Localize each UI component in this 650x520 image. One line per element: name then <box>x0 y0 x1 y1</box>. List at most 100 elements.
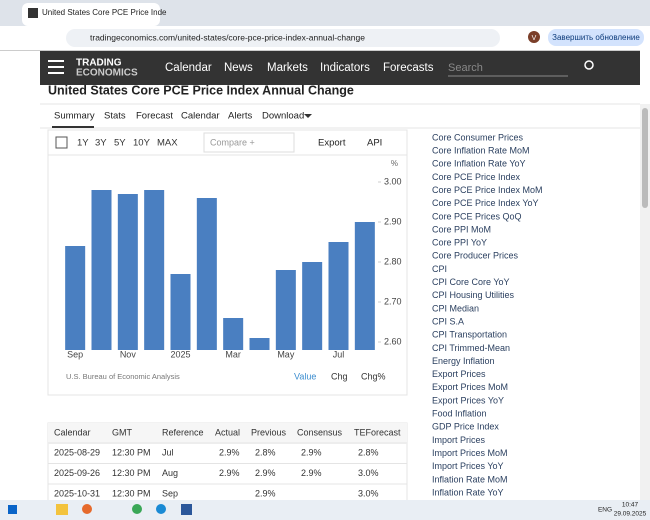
search-input[interactable]: Search <box>448 62 483 74</box>
dropdown-caret <box>304 114 312 118</box>
scrollbar[interactable] <box>640 104 650 500</box>
app-icon[interactable] <box>181 504 192 515</box>
sidebar-link[interactable]: GDP Price Index <box>432 422 499 432</box>
active-tab[interactable] <box>22 3 160 26</box>
table-header: Calendar <box>54 427 91 437</box>
range-button[interactable]: 1Y <box>77 138 89 149</box>
sidebar-link[interactable]: Inflation Rate YoY <box>432 487 504 497</box>
unit-label: % <box>391 159 398 168</box>
address-bar[interactable] <box>66 29 500 47</box>
compare-box[interactable] <box>203 132 295 153</box>
sidebar-link[interactable]: Core Producer Prices <box>432 251 519 261</box>
app-icon[interactable] <box>82 504 92 514</box>
start-icon[interactable] <box>8 505 17 514</box>
range-button[interactable]: MAX <box>157 138 178 149</box>
sidebar-link[interactable]: Core Inflation Rate MoM <box>432 146 530 156</box>
page-title: United States Core PCE Price Index Annua… <box>48 83 354 97</box>
table-header: GMT <box>112 427 132 437</box>
profile-avatar[interactable] <box>528 31 540 43</box>
tab-title[interactable]: United States Core PCE Price Inde <box>42 8 167 17</box>
chart-mode[interactable]: Chg <box>331 371 348 381</box>
url[interactable]: tradingeconomics.com/united-states/core-… <box>90 32 365 42</box>
y-tick-label: 2.70 <box>384 296 402 306</box>
y-tick-label: 2.60 <box>384 336 402 346</box>
table-cell: Jul <box>162 447 174 457</box>
sidebar-link[interactable]: Inflation Rate MoM <box>432 474 508 484</box>
app-icon[interactable] <box>56 504 68 515</box>
chart-mode[interactable]: Chg% <box>361 371 386 381</box>
export-button[interactable]: Export <box>318 138 346 149</box>
sidebar-link[interactable]: Core Consumer Prices <box>432 132 524 142</box>
x-tick-label: Sep <box>67 349 83 359</box>
bar <box>117 194 138 350</box>
bar <box>328 242 349 350</box>
user-icon[interactable] <box>584 60 594 70</box>
logo[interactable]: TRADING <box>76 58 122 69</box>
table-cell: 12:30 PM <box>112 488 151 498</box>
source: U.S. Bureau of Economic Analysis <box>66 372 180 381</box>
clock-time: 10:47 <box>622 502 639 509</box>
update-button-bg[interactable] <box>548 29 644 46</box>
sidebar-link[interactable]: Import Prices MoM <box>432 448 508 458</box>
page-tab[interactable]: Stats <box>104 111 126 122</box>
x-tick-label: Nov <box>120 349 137 359</box>
table-cell: 2.9% <box>301 447 322 457</box>
sidebar-link[interactable]: CPI Core Core YoY <box>432 277 510 287</box>
y-tick-label: 2.80 <box>384 256 402 266</box>
sidebar-link[interactable]: CPI <box>432 264 447 274</box>
sidebar-link[interactable]: Core PCE Price Index YoY <box>432 198 539 208</box>
table-cell: 12:30 PM <box>112 447 151 457</box>
page-tab[interactable]: Forecast <box>136 111 173 122</box>
sidebar-link[interactable]: Export Prices <box>432 369 486 379</box>
sidebar-link[interactable]: Core PCE Price Index <box>432 172 521 182</box>
sidebar-link[interactable]: Export Prices YoY <box>432 395 504 405</box>
sidebar-link[interactable]: Core PPI MoM <box>432 224 491 234</box>
range-button[interactable]: 3Y <box>95 138 107 149</box>
app-icon[interactable] <box>132 504 142 514</box>
page-tab[interactable]: Alerts <box>228 111 253 122</box>
sidebar-link[interactable]: Core Inflation Rate YoY <box>432 159 526 169</box>
table-cell: 3.0% <box>358 488 379 498</box>
nav-link[interactable]: News <box>224 62 253 74</box>
app-icon[interactable] <box>156 504 166 514</box>
sidebar-link[interactable]: Export Prices MoM <box>432 382 508 392</box>
nav-link[interactable]: Forecasts <box>383 62 434 74</box>
api-button[interactable]: API <box>367 138 382 149</box>
sidebar-link[interactable]: Energy Inflation <box>432 356 495 366</box>
sidebar-link[interactable]: CPI Median <box>432 303 479 313</box>
sidebar-link[interactable]: Import Prices <box>432 435 486 445</box>
sidebar-link[interactable]: Core PCE Prices QoQ <box>432 211 522 221</box>
sidebar-link[interactable]: Core PCE Price Index MoM <box>432 185 543 195</box>
taskbar <box>0 500 650 520</box>
page-tab[interactable]: Download <box>262 111 304 122</box>
chart-mode[interactable]: Value <box>294 371 316 381</box>
profile[interactable]: V <box>532 35 537 42</box>
sidebar-link[interactable]: CPI S.A <box>432 316 464 326</box>
page-tab[interactable]: Summary <box>54 111 95 122</box>
table-cell: 2.9% <box>255 488 276 498</box>
favicon <box>28 8 38 18</box>
sidebar-link[interactable]: CPI Transportation <box>432 330 507 340</box>
sidebar-link[interactable]: CPI Housing Utilities <box>432 290 515 300</box>
table-cell: 3.0% <box>358 468 379 478</box>
update-button[interactable]: Завершить обновление <box>552 33 640 42</box>
nav-link[interactable]: Indicators <box>320 62 370 74</box>
table-cell: 2025-09-26 <box>54 468 100 478</box>
sidebar-link[interactable]: Import Prices YoY <box>432 461 504 471</box>
sidebar-link[interactable]: Food Inflation <box>432 409 487 419</box>
logo[interactable]: ECONOMICS <box>76 68 138 79</box>
nav-link[interactable]: Markets <box>267 62 308 74</box>
sidebar-link[interactable]: Core PPI YoY <box>432 238 487 248</box>
range-button[interactable]: 5Y <box>114 138 126 149</box>
page-tab[interactable]: Calendar <box>181 111 220 122</box>
menu-icon[interactable] <box>48 60 64 74</box>
scroll-thumb[interactable] <box>642 108 648 208</box>
bar <box>144 190 165 350</box>
nav-link[interactable]: Calendar <box>165 62 212 74</box>
sidebar-link[interactable]: CPI Trimmed-Mean <box>432 343 510 353</box>
range-button[interactable]: 10Y <box>133 138 151 149</box>
compare-input[interactable]: Compare + <box>210 137 255 147</box>
calendar-icon[interactable] <box>55 136 68 149</box>
bar <box>275 270 296 350</box>
bar <box>65 246 86 350</box>
